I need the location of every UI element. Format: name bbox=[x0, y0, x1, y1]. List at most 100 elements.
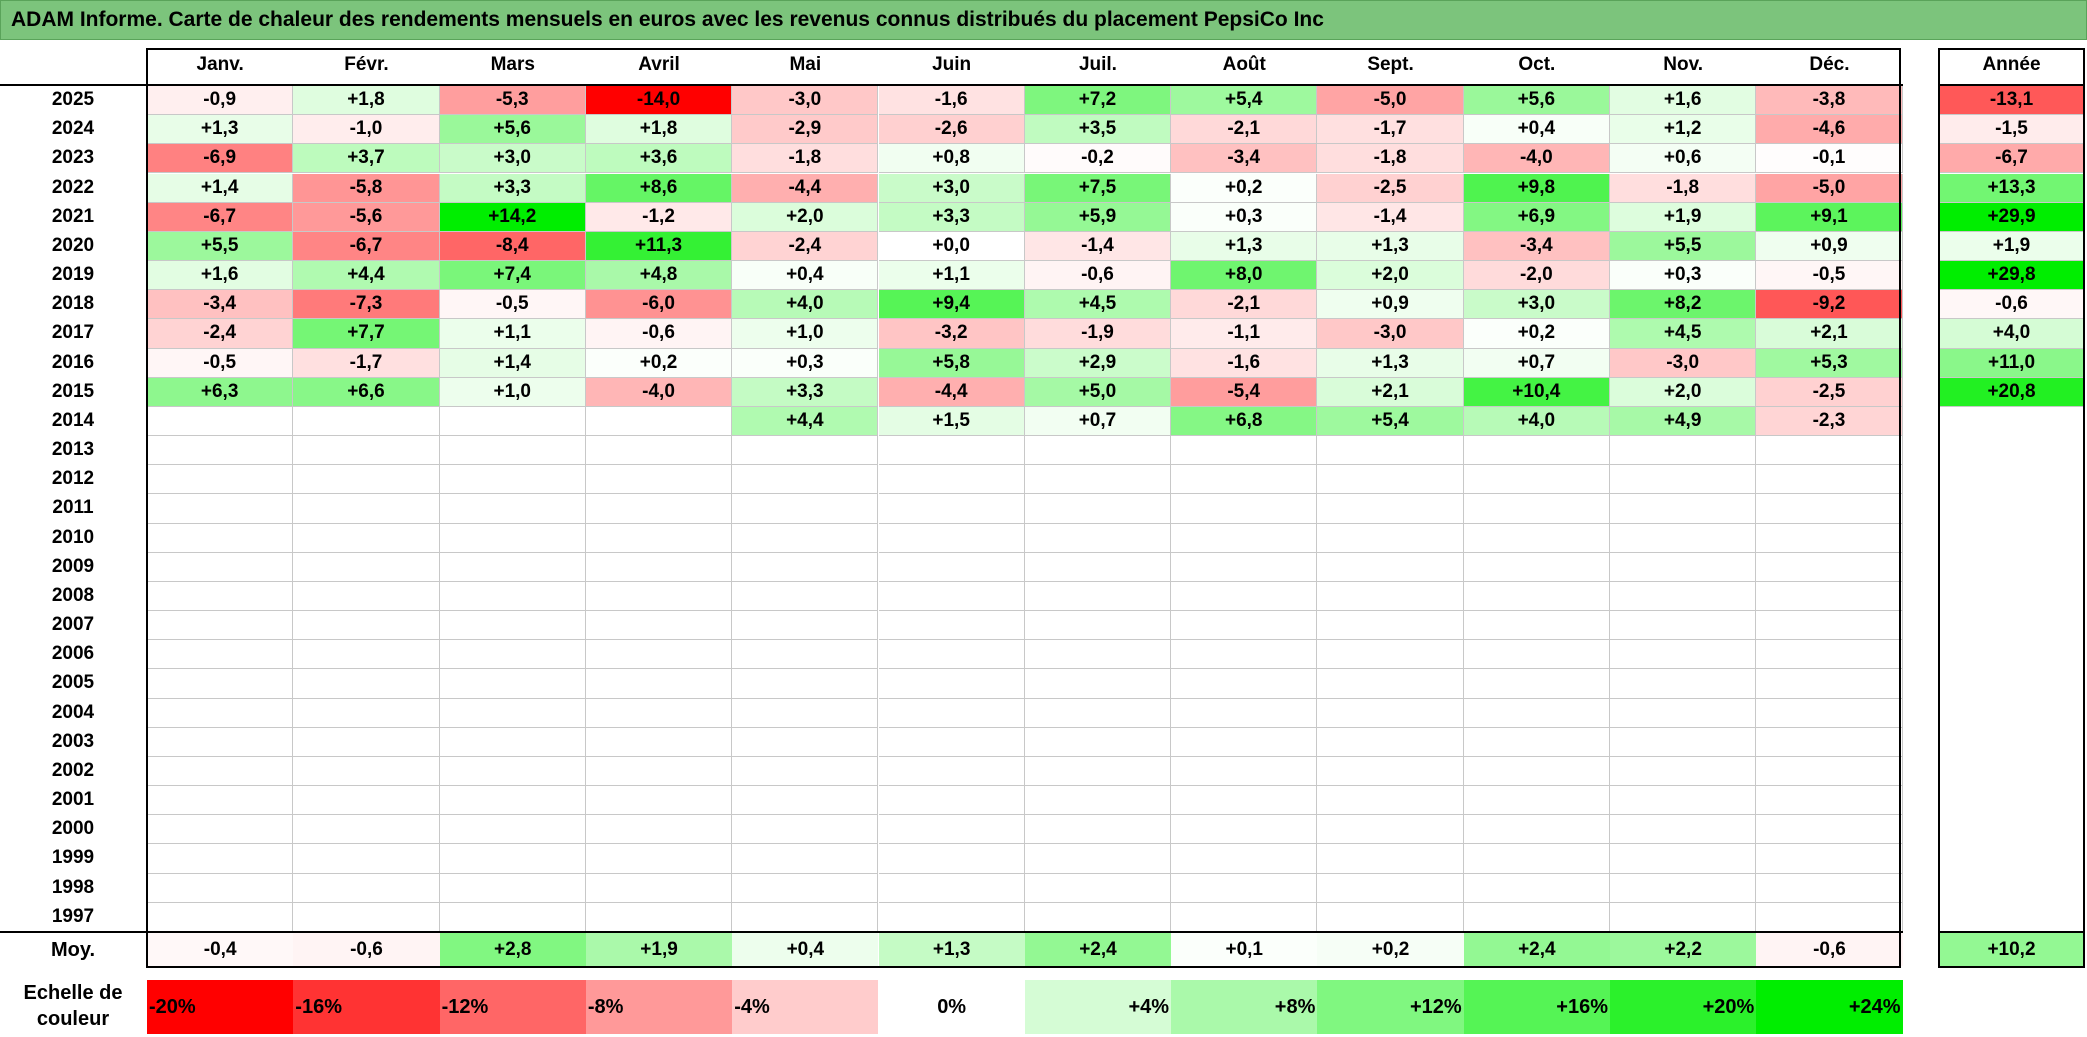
heatmap-cell bbox=[732, 669, 879, 699]
heatmap-cell: +1,4 bbox=[147, 173, 294, 203]
heatmap-cell bbox=[1171, 727, 1318, 757]
heatmap-cell bbox=[1610, 727, 1757, 757]
heatmap-cell bbox=[585, 669, 733, 699]
heatmap-cell: +9,1 bbox=[1756, 202, 1903, 232]
heatmap-cell bbox=[1024, 465, 1172, 495]
heatmap-cell bbox=[585, 494, 733, 524]
heatmap-cell: +0,7 bbox=[1024, 406, 1172, 437]
heatmap-cell bbox=[1610, 581, 1757, 612]
heatmap-cell bbox=[147, 756, 294, 787]
heatmap-cell bbox=[293, 552, 440, 582]
annual-cell: -13,1 bbox=[1940, 86, 2083, 116]
heatmap-cell bbox=[585, 815, 733, 845]
heatmap-cell: -5,6 bbox=[293, 202, 440, 232]
annual-cell bbox=[1940, 640, 2083, 669]
heatmap-cell bbox=[1756, 494, 1903, 524]
year-label: 2014 bbox=[51, 409, 95, 431]
heatmap-cell bbox=[878, 436, 1025, 466]
heatmap-cell: +5,6 bbox=[1463, 86, 1610, 116]
year-label: 2015 bbox=[51, 380, 95, 402]
heatmap-cell bbox=[147, 873, 294, 903]
heatmap-cell bbox=[1024, 727, 1172, 757]
heatmap-cell bbox=[1024, 844, 1172, 874]
heatmap-cell bbox=[1463, 815, 1610, 845]
heatmap-cell bbox=[439, 465, 586, 495]
annual-header: Année bbox=[1982, 54, 2041, 75]
heatmap-cell: -2,5 bbox=[1756, 377, 1903, 407]
heatmap-cell bbox=[293, 465, 440, 495]
heatmap-cell bbox=[147, 727, 294, 757]
heatmap-cell: +1,3 bbox=[1317, 231, 1464, 261]
heatmap-cell bbox=[293, 727, 440, 757]
heatmap-cell bbox=[439, 902, 586, 932]
heatmap-cell: +6,6 bbox=[293, 377, 440, 407]
heatmap-cell: -4,4 bbox=[732, 173, 879, 203]
heatmap-cell: -2,3 bbox=[1756, 406, 1903, 437]
heatmap-cell: -2,4 bbox=[732, 231, 879, 261]
heatmap-cell: +3,7 bbox=[293, 144, 440, 174]
color-scale-swatch: +20% bbox=[1610, 980, 1757, 1034]
heatmap-cell bbox=[1171, 844, 1318, 874]
year-label: 2013 bbox=[51, 439, 95, 461]
heatmap-cell bbox=[585, 756, 733, 787]
heatmap-cell: +4,0 bbox=[1463, 406, 1610, 437]
heatmap-cell bbox=[878, 611, 1025, 641]
heatmap-cell bbox=[147, 902, 294, 932]
heatmap-cell: +1,6 bbox=[147, 261, 294, 291]
heatmap-cell bbox=[1610, 873, 1757, 903]
heatmap-cell bbox=[585, 581, 733, 612]
heatmap-cell bbox=[732, 552, 879, 582]
year-label: 2017 bbox=[51, 322, 95, 344]
heatmap-cell: -2,1 bbox=[1171, 290, 1318, 320]
heatmap-cell bbox=[439, 873, 586, 903]
heatmap-cell bbox=[1463, 494, 1610, 524]
heatmap-cell: -9,2 bbox=[1756, 290, 1903, 320]
heatmap-cell: -6,7 bbox=[293, 231, 440, 261]
heatmap-cell bbox=[1171, 523, 1318, 553]
year-label: 2008 bbox=[51, 584, 95, 606]
heatmap-cell: +5,6 bbox=[439, 115, 586, 145]
heatmap-cell bbox=[1756, 873, 1903, 903]
heatmap-cell: +6,9 bbox=[1463, 202, 1610, 232]
heatmap-cell: -2,5 bbox=[1317, 173, 1464, 203]
heatmap-cell: +4,4 bbox=[293, 261, 440, 291]
heatmap-cell: -0,1 bbox=[1756, 144, 1903, 174]
heatmap-cell bbox=[439, 815, 586, 845]
title-bar: ADAM Informe. Carte de chaleur des rende… bbox=[0, 0, 2087, 40]
heatmap-cell bbox=[878, 523, 1025, 553]
heatmap-cell: -5,8 bbox=[293, 173, 440, 203]
year-label: 2004 bbox=[51, 701, 95, 723]
heatmap-cell bbox=[1317, 552, 1464, 582]
heatmap-cell: -0,9 bbox=[147, 86, 294, 116]
report-title: ADAM Informe. Carte de chaleur des rende… bbox=[11, 8, 1324, 31]
heatmap-cell bbox=[1171, 581, 1318, 612]
heatmap-cell: +0,8 bbox=[878, 144, 1025, 174]
heatmap-cell bbox=[1171, 873, 1318, 903]
heatmap-cell bbox=[293, 494, 440, 524]
heatmap-cell: +8,0 bbox=[1171, 261, 1318, 291]
heatmap-cell bbox=[293, 698, 440, 728]
year-label: 2006 bbox=[51, 643, 95, 665]
color-scale-swatch: -8% bbox=[585, 980, 733, 1034]
heatmap-cell bbox=[1317, 611, 1464, 641]
heatmap-cell bbox=[878, 494, 1025, 524]
heatmap-cell bbox=[1171, 640, 1318, 670]
heatmap-cell bbox=[293, 669, 440, 699]
annual-cell bbox=[1940, 815, 2083, 844]
month-header: Oct. bbox=[1518, 54, 1556, 75]
heatmap-cell: -5,4 bbox=[1171, 377, 1318, 407]
heatmap-cell bbox=[1317, 756, 1464, 787]
heatmap-cell: +2,0 bbox=[1317, 261, 1464, 291]
heatmap-cell bbox=[732, 873, 879, 903]
heatmap-cell bbox=[1463, 436, 1610, 466]
heatmap-cell: +3,3 bbox=[439, 173, 586, 203]
heatmap-cell: -2,1 bbox=[1171, 115, 1318, 145]
heatmap-cell bbox=[439, 698, 586, 728]
heatmap-cell: +0,3 bbox=[732, 348, 879, 378]
heatmap-cell: -14,0 bbox=[585, 86, 733, 116]
heatmap-cell bbox=[1024, 902, 1172, 932]
annual-cell bbox=[1940, 903, 2083, 932]
heatmap-cell: +1,8 bbox=[293, 86, 440, 116]
heatmap-cell bbox=[439, 844, 586, 874]
heatmap-cell bbox=[585, 844, 733, 874]
